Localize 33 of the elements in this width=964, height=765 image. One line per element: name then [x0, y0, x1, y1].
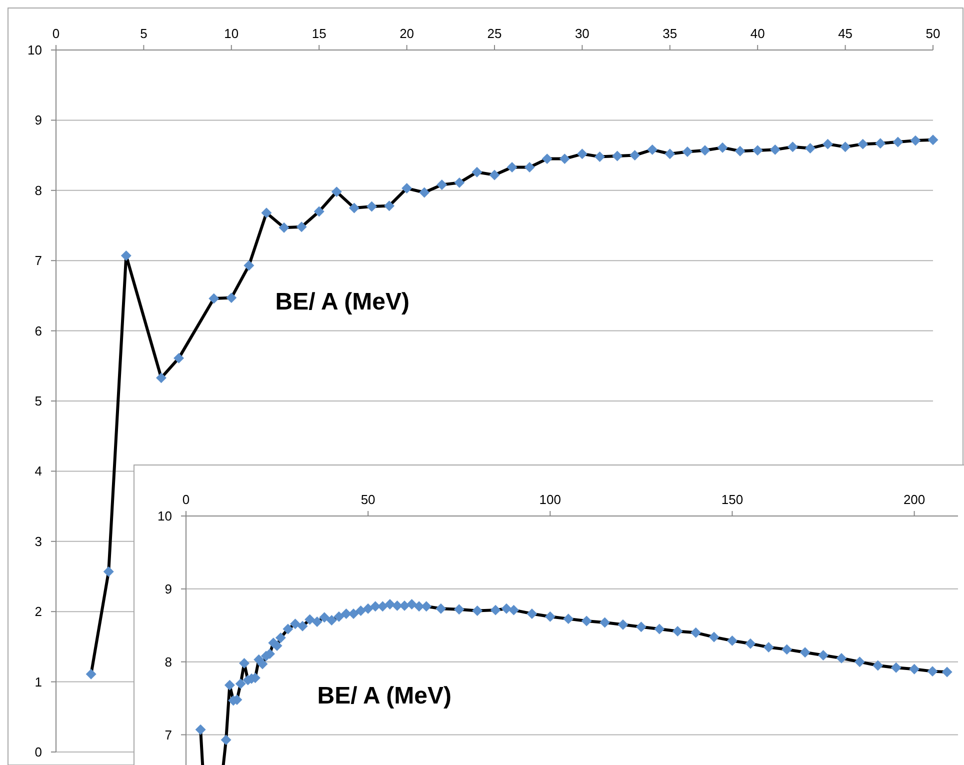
y-tick-label: 9: [164, 581, 172, 596]
x-tick-label: 15: [312, 26, 326, 41]
y-tick-label: 7: [164, 727, 172, 742]
y-tick-label: 2: [34, 604, 42, 620]
x-tick-label: 100: [539, 492, 562, 507]
y-tick-label: 5: [34, 394, 42, 408]
y-tick-label: 9: [34, 112, 42, 128]
x-tick-label: 30: [574, 26, 590, 41]
y-tick-label: 4: [34, 464, 42, 479]
y-tick-label: 7: [34, 253, 42, 268]
y-tick-label: 8: [34, 182, 42, 198]
x-tick-label: 45: [838, 26, 853, 41]
x-tick-label: 5: [140, 26, 148, 41]
y-tick-label: 3: [34, 534, 42, 549]
x-tick-label: 35: [662, 26, 678, 41]
y-tick-label: 1: [34, 674, 42, 690]
y-tick-label: 0: [34, 744, 42, 760]
y-tick-label: 6: [34, 323, 42, 338]
annotation: BE/ A (MeV): [317, 682, 452, 710]
y-tick-label: 10: [158, 508, 172, 524]
annotation: BE/ A (MeV): [275, 288, 410, 316]
x-tick-label: 0: [52, 26, 60, 41]
x-tick-label: 0: [182, 492, 190, 507]
y-tick-label: 8: [164, 654, 172, 670]
x-tick-label: 50: [926, 26, 940, 41]
x-tick-label: 200: [903, 492, 926, 507]
y-tick-label: 10: [28, 42, 42, 58]
x-tick-label: 20: [400, 26, 414, 41]
x-tick-label: 40: [750, 26, 765, 41]
x-tick-label: 10: [224, 26, 239, 41]
x-tick-label: 25: [487, 26, 502, 41]
x-tick-label: 150: [721, 492, 744, 507]
x-tick-label: 50: [360, 492, 376, 507]
